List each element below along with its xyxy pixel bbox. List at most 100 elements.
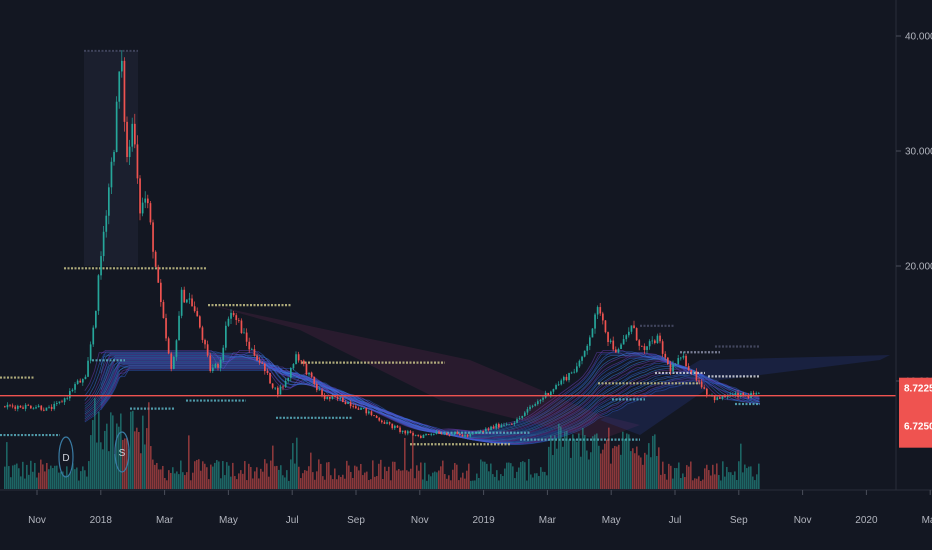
candle-body: [147, 198, 149, 204]
volume-bar: [566, 430, 568, 489]
volume-bar: [72, 463, 74, 489]
volume-bar: [698, 476, 700, 489]
candle-body: [680, 357, 682, 359]
volume-bar: [170, 472, 172, 489]
volume-bar: [718, 475, 720, 489]
volume-bar: [444, 474, 446, 489]
volume-bar: [44, 471, 46, 489]
volume-bar: [606, 439, 608, 489]
volume-bar: [400, 470, 402, 489]
candle-body: [526, 409, 529, 413]
candle-body: [45, 407, 48, 411]
volume-bar: [624, 439, 626, 489]
volume-bar: [704, 468, 706, 489]
candle-body: [61, 401, 63, 403]
volume-bar: [274, 466, 276, 489]
candle-body: [573, 371, 576, 373]
volume-bar: [536, 473, 538, 489]
candle-body: [30, 405, 32, 409]
volume-bar: [356, 466, 358, 489]
volume-bar: [512, 466, 514, 489]
candlestick-series: [4, 50, 760, 439]
volume-bar: [76, 467, 78, 489]
candle-body: [240, 320, 243, 334]
volume-bar: [80, 471, 82, 489]
volume-bar: [650, 457, 652, 489]
candle-body: [524, 412, 526, 416]
candle-body: [630, 325, 633, 332]
volume-bar: [596, 433, 598, 489]
volume-bar: [258, 478, 260, 489]
candle-body: [537, 401, 539, 405]
candle-body: [433, 433, 435, 435]
volume-bar: [96, 442, 98, 489]
candle-body: [87, 360, 89, 377]
volume-bar: [602, 449, 604, 489]
volume-bar: [388, 466, 390, 489]
candle-body: [498, 423, 500, 428]
volume-bar: [740, 443, 742, 489]
volume-bar: [234, 476, 236, 489]
candle-body: [531, 405, 534, 407]
candle-body: [505, 424, 508, 425]
x-tick-label: Sep: [730, 515, 748, 526]
candle-body: [734, 393, 737, 395]
volume-bar: [684, 477, 686, 489]
candle-body: [126, 121, 128, 158]
volume-bar: [492, 474, 494, 489]
candle-body: [472, 433, 474, 435]
candle-body: [251, 349, 253, 350]
candle-body: [651, 340, 654, 342]
volume-bar: [574, 439, 576, 489]
volume-bar: [378, 463, 380, 489]
volume-bar: [290, 459, 292, 489]
volume-bar: [712, 464, 714, 489]
volume-bar: [104, 430, 106, 489]
candle-body: [685, 355, 687, 367]
volume-bar: [726, 466, 728, 489]
volume-bar: [68, 474, 70, 489]
candle-body: [635, 328, 638, 341]
ma-ribbon-line: [100, 361, 704, 442]
marker-ring: [114, 431, 130, 473]
candle-body: [547, 392, 550, 396]
candle-body: [128, 146, 131, 158]
x-axis: Nov 2018 Mar May Jul Sep Nov 2019 Mar May Jul Sep No…: [28, 490, 932, 526]
volume-bar: [518, 467, 520, 489]
volume-bar: [204, 463, 206, 489]
volume-bar: [120, 413, 122, 489]
candle-body: [412, 432, 414, 436]
volume-bar: [510, 463, 512, 489]
volume-bar: [182, 472, 184, 489]
volume-bar: [262, 471, 264, 489]
volume-bar: [116, 423, 118, 489]
volume-bar: [56, 465, 58, 489]
volume-bar: [720, 480, 722, 489]
candle-body: [482, 431, 485, 432]
candle-body: [638, 340, 641, 346]
volume-bar: [550, 435, 552, 489]
volume-bar: [318, 459, 320, 489]
candle-body: [271, 383, 274, 388]
ma-ribbon-line: [100, 354, 704, 436]
volume-bar: [314, 479, 316, 489]
candle-body: [310, 372, 313, 377]
candle-body: [682, 355, 685, 358]
candle-body: [698, 380, 700, 382]
volume-bar: [524, 462, 526, 489]
volume-bar: [190, 480, 192, 489]
candle-body: [219, 359, 222, 368]
volume-bar: [212, 466, 214, 489]
volume-bar: [656, 455, 658, 489]
volume-bar: [8, 466, 10, 489]
volume-bar: [276, 465, 278, 489]
candle-body: [646, 346, 648, 350]
candle-body: [199, 316, 201, 328]
candle-body: [118, 71, 121, 102]
volume-bar: [592, 436, 594, 489]
candle-body: [677, 358, 680, 365]
candle-body: [82, 379, 84, 383]
volume-bar: [32, 471, 34, 489]
candle-body: [264, 363, 266, 372]
